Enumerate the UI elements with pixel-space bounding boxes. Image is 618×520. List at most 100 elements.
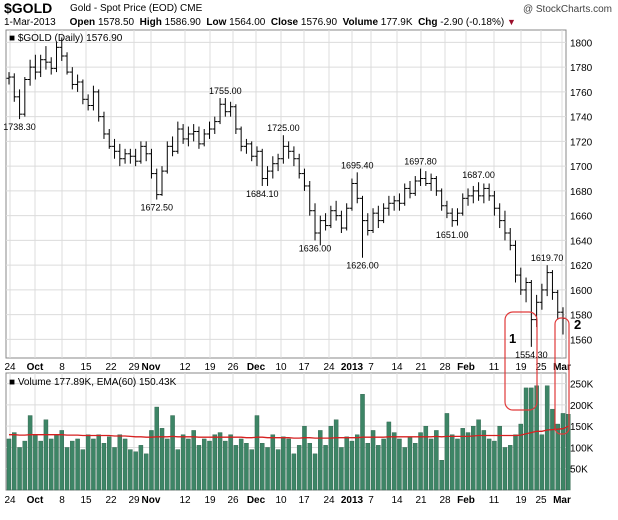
price-annotation: 1687.00 — [462, 170, 495, 180]
ohlc-bar — [444, 200, 450, 219]
volume-x-label: 11 — [489, 495, 500, 506]
ohlc-bar — [265, 166, 271, 186]
price-x-label: 8 — [59, 362, 65, 373]
ohlc-bar — [122, 148, 128, 164]
volume-bar — [460, 428, 465, 491]
ohlc-bar — [280, 135, 286, 164]
price-annotation: 1651.00 — [436, 230, 469, 240]
ohlc-bar — [497, 203, 503, 229]
volume-bar — [370, 430, 376, 491]
volume-bar — [143, 453, 149, 491]
ohlc-bar — [133, 148, 139, 167]
volume-value: 177.9K — [380, 17, 413, 28]
volume-bar — [328, 425, 334, 491]
volume-bar — [281, 436, 286, 491]
volume-bar — [555, 423, 560, 491]
price-tick-label: 1680 — [570, 187, 593, 198]
volume-x-label: 10 — [275, 495, 287, 506]
price-x-label: 11 — [489, 362, 500, 373]
ohlc-bar — [544, 265, 550, 297]
volume-bar — [107, 436, 112, 491]
volume-x-label: 8 — [59, 495, 65, 506]
price-x-label: 29 — [128, 362, 140, 373]
price-x-label: Oct — [27, 362, 44, 373]
price-annotation: 1725.00 — [267, 123, 300, 133]
volume-tick-label: 100K — [570, 443, 594, 454]
volume-bar — [48, 438, 54, 491]
price-tick-label: 1740 — [570, 113, 593, 124]
symbol-description: Gold - Spot Price (EOD) CME — [70, 3, 203, 14]
ohlc-bar — [270, 156, 276, 179]
volume-bar — [244, 443, 249, 491]
volume-bar — [502, 447, 508, 491]
volume-bar — [439, 460, 444, 491]
price-annotation: 1697.80 — [404, 157, 437, 167]
volume-bar — [17, 447, 22, 491]
ohlc-bar — [217, 98, 223, 125]
volume-bar — [539, 434, 545, 491]
volume-bar — [233, 445, 239, 491]
volume-x-label: 22 — [105, 495, 117, 506]
volume-bar — [249, 449, 254, 491]
volume-x-label: 7 — [368, 495, 374, 506]
ohlc-bar — [48, 57, 54, 75]
volume-bar — [481, 430, 487, 491]
price-x-label: Dec — [247, 362, 266, 373]
volume-x-label: Nov — [142, 495, 161, 506]
ohlc-bar — [481, 183, 487, 204]
ohlc-bar — [407, 181, 413, 199]
ohlc-bar — [449, 208, 455, 227]
volume-bar — [265, 447, 270, 491]
volume-x-label: 15 — [80, 495, 92, 506]
volume-bar — [228, 434, 233, 491]
ohlc-bar — [206, 121, 212, 139]
volume-bar — [122, 438, 128, 491]
price-x-label: 26 — [227, 362, 239, 373]
volume-bar — [407, 436, 413, 491]
volume-bar — [201, 438, 207, 491]
volume-bar — [186, 438, 191, 491]
chg-down-icon: ▼ — [507, 17, 516, 27]
ohlc-bar — [148, 148, 154, 179]
volume-bar — [59, 430, 64, 491]
ohlc-bar — [402, 183, 408, 206]
ohlc-bar — [106, 129, 112, 149]
ohlc-bar — [307, 181, 313, 216]
volume-bar — [112, 447, 117, 491]
volume-bar — [323, 445, 328, 491]
volume-x-label: 17 — [298, 495, 310, 506]
price-x-label: 22 — [105, 362, 117, 373]
ohlc-bar — [6, 72, 12, 85]
price-tick-label: 1580 — [570, 311, 593, 322]
ohlc-bar — [80, 79, 86, 105]
price-tick-label: 1760 — [570, 88, 593, 99]
volume-bar — [154, 406, 159, 491]
price-tick-label: 1620 — [570, 261, 593, 272]
ohlc-bar — [43, 46, 49, 70]
ohlc-bar — [386, 195, 392, 216]
ohlc-bar — [185, 126, 191, 147]
volume-bar — [397, 438, 402, 491]
ohlc-bar — [38, 54, 44, 78]
price-x-label: Nov — [142, 362, 161, 373]
ohlc-bar — [328, 205, 334, 229]
price-x-label: 17 — [298, 362, 310, 373]
ohlc-bar — [312, 203, 318, 241]
volume-bar — [333, 419, 339, 491]
ohlc-bar — [259, 148, 265, 186]
callout-label-1: 1 — [509, 331, 516, 346]
price-legend: ■ $GOLD (Daily) 1576.90 — [9, 33, 123, 44]
price-x-label: 21 — [415, 362, 427, 373]
volume-bar — [275, 449, 281, 491]
volume-bar — [212, 434, 218, 491]
ohlc-bar — [64, 52, 70, 75]
volume-bar — [43, 419, 49, 491]
ohlc-bar — [349, 178, 355, 211]
ohlc-bar — [11, 73, 17, 102]
volume-bar — [101, 443, 107, 491]
price-x-label: 19 — [515, 362, 527, 373]
volume-label: Volume — [342, 17, 379, 28]
ohlc-bar — [396, 193, 402, 211]
volume-x-label: 19 — [515, 495, 527, 506]
volume-bar — [386, 421, 392, 491]
